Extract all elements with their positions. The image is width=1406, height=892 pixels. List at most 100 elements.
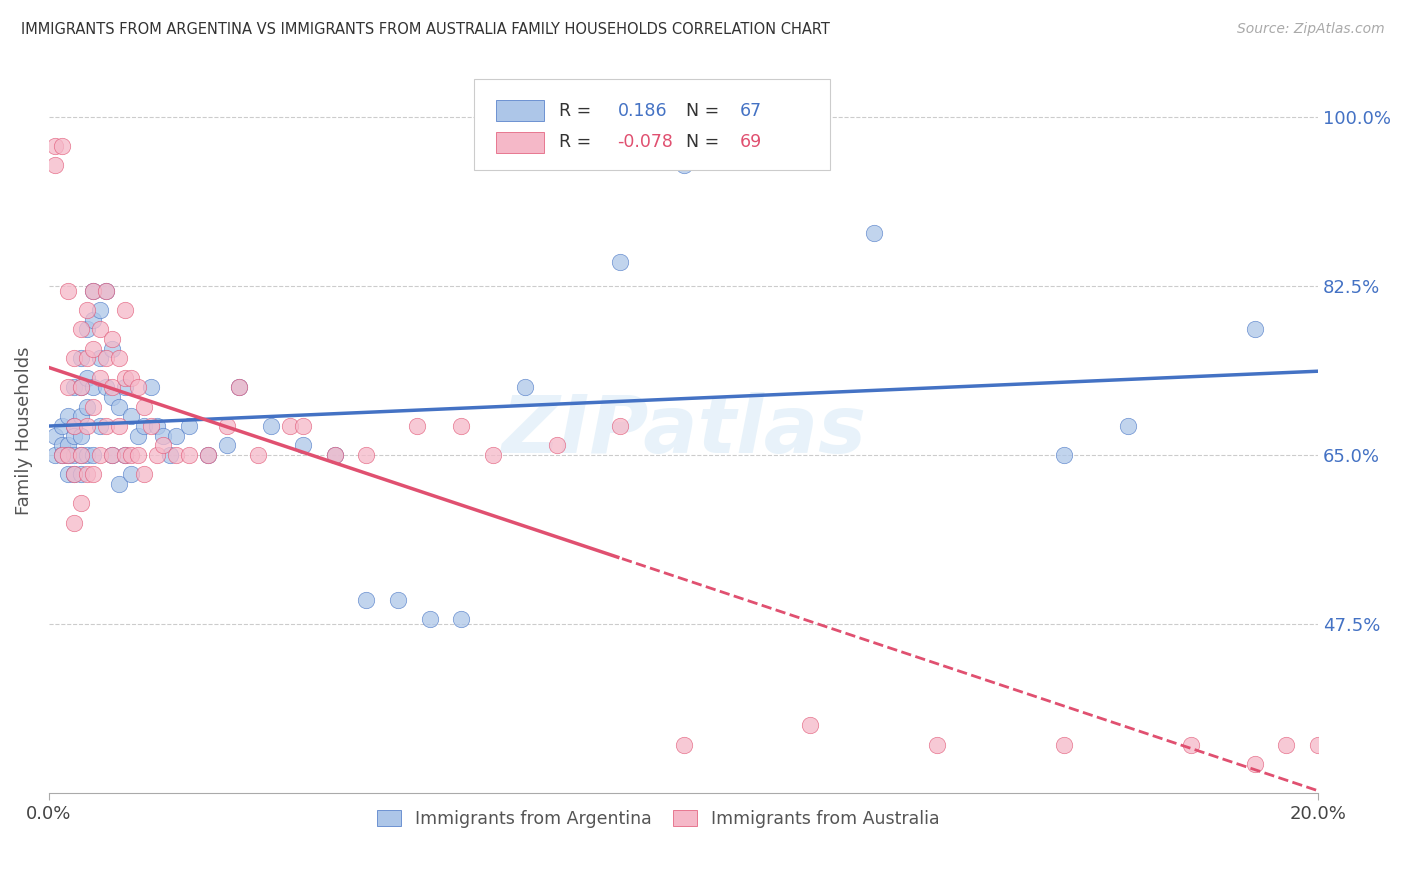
Point (94, 351, 117, 366)
Point (1243, 757, 1265, 772)
Point (323, 448, 346, 462)
Point (89, 448, 111, 462)
Point (107, 476, 129, 491)
Point (127, 428, 149, 442)
FancyBboxPatch shape (474, 79, 830, 170)
Point (89, 322, 111, 336)
Text: R =: R = (560, 134, 598, 152)
Point (139, 419, 162, 434)
Point (1180, 738, 1202, 752)
Point (165, 448, 187, 462)
Point (134, 400, 156, 414)
Point (107, 400, 129, 414)
Point (387, 592, 409, 607)
Text: IMMIGRANTS FROM ARGENTINA VS IMMIGRANTS FROM AUSTRALIA FAMILY HOUSEHOLDS CORRELA: IMMIGRANTS FROM ARGENTINA VS IMMIGRANTS … (21, 22, 830, 37)
Point (177, 448, 200, 462)
Point (76, 448, 98, 462)
Point (94, 419, 117, 434)
Point (51, 438, 73, 452)
Point (278, 419, 301, 434)
Point (63, 448, 86, 462)
Point (63, 419, 86, 434)
Point (152, 438, 174, 452)
Point (291, 438, 314, 452)
Point (94, 380, 117, 394)
Point (63, 467, 86, 482)
Text: N =: N = (686, 102, 725, 120)
Point (228, 380, 250, 394)
Point (101, 380, 124, 394)
Text: 0.186: 0.186 (617, 102, 668, 120)
Text: 69: 69 (740, 134, 762, 152)
Point (177, 419, 200, 434)
Point (89, 419, 111, 434)
Point (107, 351, 129, 366)
Point (863, 226, 886, 240)
Point (159, 448, 181, 462)
Point (197, 448, 219, 462)
Point (260, 419, 283, 434)
Point (121, 409, 143, 424)
Point (76, 351, 98, 366)
Point (69, 380, 91, 394)
Text: ZIPatlas: ZIPatlas (501, 392, 866, 470)
Point (82, 284, 104, 298)
Point (76, 400, 98, 414)
Point (63, 467, 86, 482)
Point (121, 370, 143, 384)
Text: N =: N = (686, 134, 725, 152)
Point (82, 467, 104, 482)
Text: Source: ZipAtlas.com: Source: ZipAtlas.com (1237, 22, 1385, 37)
Point (114, 448, 136, 462)
Point (63, 428, 86, 442)
Point (76, 322, 98, 336)
Point (63, 516, 86, 530)
Point (82, 448, 104, 462)
Point (107, 419, 129, 434)
Point (69, 467, 91, 482)
Text: R =: R = (560, 102, 598, 120)
Point (121, 467, 143, 482)
Point (482, 448, 505, 462)
Point (82, 312, 104, 326)
Point (89, 370, 111, 384)
Point (82, 380, 104, 394)
Point (82, 284, 104, 298)
Point (44, 138, 66, 153)
Point (247, 448, 270, 462)
Point (1275, 738, 1298, 752)
Point (44, 158, 66, 172)
Point (609, 254, 631, 268)
Point (1053, 738, 1076, 752)
Point (139, 380, 162, 394)
Point (76, 419, 98, 434)
Point (356, 448, 378, 462)
Point (546, 438, 568, 452)
Point (101, 332, 124, 346)
Point (672, 158, 695, 172)
Point (323, 448, 346, 462)
Point (450, 419, 472, 434)
Bar (496, 100, 544, 121)
Point (69, 428, 91, 442)
Point (51, 448, 73, 462)
Point (69, 496, 91, 510)
Point (114, 370, 136, 384)
Point (927, 738, 949, 752)
Point (672, 738, 695, 752)
Point (44, 428, 66, 442)
Point (69, 448, 91, 462)
Point (51, 138, 73, 153)
Point (134, 467, 156, 482)
Point (146, 448, 169, 462)
Point (56, 284, 79, 298)
Point (356, 592, 378, 607)
Point (94, 284, 117, 298)
Point (51, 448, 73, 462)
Point (63, 380, 86, 394)
Point (63, 351, 86, 366)
Point (56, 448, 79, 462)
Point (215, 419, 238, 434)
Legend: Immigrants from Argentina, Immigrants from Australia: Immigrants from Argentina, Immigrants fr… (370, 803, 946, 835)
Point (197, 448, 219, 462)
